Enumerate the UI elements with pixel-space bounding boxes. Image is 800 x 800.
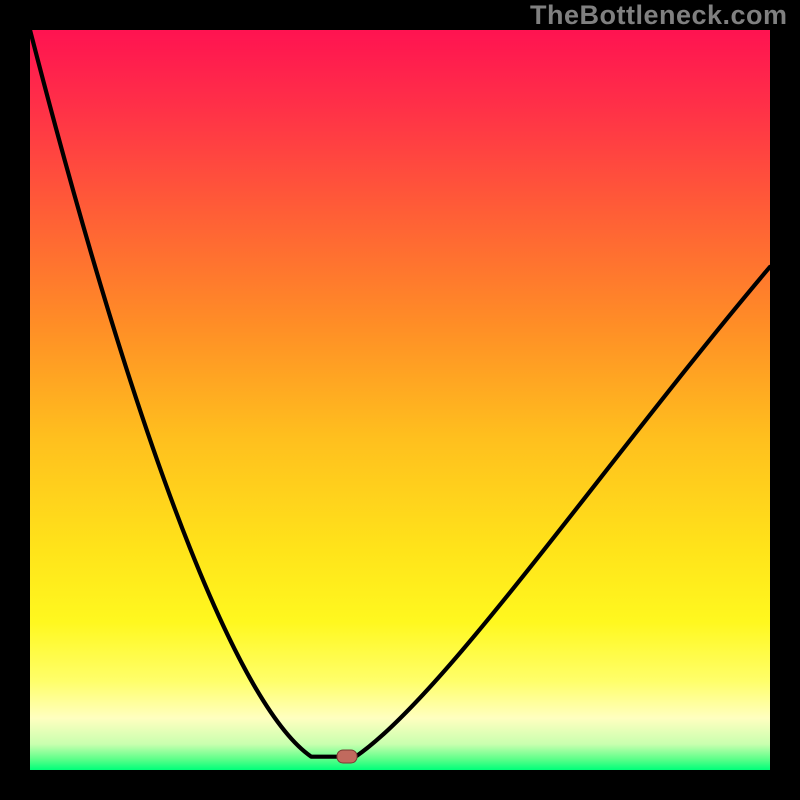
gradient-background	[30, 30, 770, 770]
optimal-point-marker	[336, 749, 358, 764]
watermark-text: TheBottleneck.com	[530, 0, 788, 30]
bottleneck-chart	[30, 30, 770, 770]
